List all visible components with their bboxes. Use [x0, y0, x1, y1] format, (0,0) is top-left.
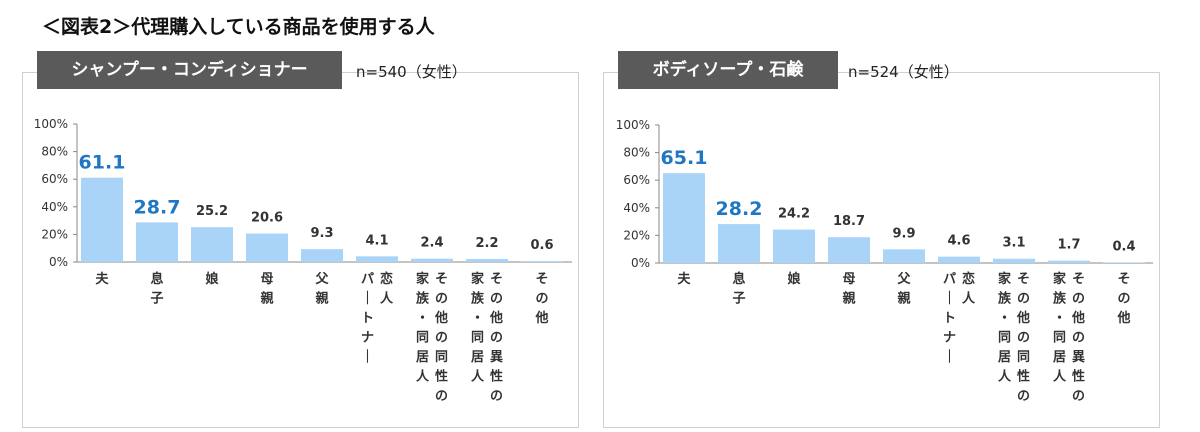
y-tick-label: 20%	[41, 227, 68, 241]
data-label: 3.1	[1002, 236, 1025, 251]
data-label: 0.4	[1112, 239, 1135, 254]
category-label: 家族・同居人	[471, 271, 485, 385]
category-label: 恋人	[962, 271, 976, 307]
category-label: 家族・同居人	[416, 271, 430, 385]
bar	[663, 173, 705, 263]
bar	[411, 258, 453, 262]
data-label: 61.1	[79, 152, 126, 174]
bar	[136, 222, 178, 262]
data-label: 4.6	[947, 234, 970, 249]
category-label: 息子	[150, 271, 163, 307]
y-tick-label: 100%	[616, 118, 650, 132]
data-label: 0.6	[530, 238, 553, 253]
bar	[81, 177, 123, 262]
bar	[938, 256, 980, 263]
category-label: その他	[534, 272, 548, 326]
bar	[993, 258, 1035, 263]
y-tick-label: 80%	[623, 146, 650, 160]
category-label: 家族・同居人	[1053, 271, 1067, 385]
category-label: 娘	[205, 271, 219, 287]
y-tick-label: 0%	[49, 255, 68, 269]
data-label: 25.2	[196, 204, 228, 219]
data-label: 2.4	[420, 236, 443, 251]
y-tick-label: 60%	[41, 172, 68, 186]
category-label: 夫	[677, 271, 691, 287]
category-label: 恋人	[380, 271, 394, 307]
data-label: 28.7	[134, 196, 181, 218]
category-label: 父親	[314, 272, 329, 307]
data-label: 20.6	[251, 211, 283, 226]
data-label: 65.1	[661, 147, 708, 169]
y-tick-label: 40%	[623, 201, 650, 215]
data-label: 4.1	[365, 233, 388, 248]
data-label: 9.3	[310, 226, 333, 241]
y-tick-label: 80%	[41, 145, 68, 159]
bar	[246, 233, 288, 262]
category-label: その他の異性の	[489, 272, 503, 404]
bar	[718, 224, 760, 263]
data-label: 2.2	[475, 236, 498, 251]
category-label: その他の同性の	[1016, 272, 1030, 404]
bar	[1103, 262, 1145, 263]
y-tick-label: 20%	[623, 228, 650, 242]
bar	[301, 249, 343, 262]
data-label: 24.2	[778, 207, 810, 222]
data-label: 1.7	[1057, 238, 1080, 253]
category-label: 父親	[896, 272, 911, 307]
category-label: その他の異性の	[1071, 272, 1085, 404]
category-label: 娘	[787, 271, 801, 287]
category-label: パ｜トナ｜	[943, 272, 956, 365]
bar	[521, 261, 563, 262]
category-label: その他の同性の	[434, 272, 448, 404]
bar	[191, 227, 233, 262]
data-label: 9.9	[892, 226, 915, 241]
bar	[466, 258, 508, 262]
chart-title-shampoo: シャンプー・コンディショナー	[37, 51, 342, 89]
category-label: パ｜トナ｜	[361, 272, 374, 365]
bar	[356, 256, 398, 262]
chart-title-bodysoap: ボディソープ・石鹸	[618, 51, 838, 89]
category-label: 母親	[842, 272, 855, 307]
bar	[828, 237, 870, 263]
y-tick-label: 0%	[631, 256, 650, 270]
bar	[773, 229, 815, 263]
y-tick-label: 60%	[623, 173, 650, 187]
chart-subtitle-shampoo: n=540（女性）	[356, 63, 467, 81]
category-label: 夫	[95, 271, 109, 287]
bar	[1048, 260, 1090, 263]
data-label: 28.2	[716, 198, 763, 220]
category-label: 家族・同居人	[998, 271, 1012, 385]
y-tick-label: 100%	[34, 117, 68, 131]
bar	[883, 249, 925, 263]
y-tick-label: 40%	[41, 200, 68, 214]
category-label: その他	[1116, 272, 1130, 326]
category-label: 息子	[732, 271, 745, 307]
chart-subtitle-bodysoap: n=524（女性）	[848, 63, 959, 81]
figure-title: ＜図表2＞代理購入している商品を使用する人	[42, 16, 435, 38]
data-label: 18.7	[833, 214, 865, 229]
category-label: 母親	[260, 272, 273, 307]
